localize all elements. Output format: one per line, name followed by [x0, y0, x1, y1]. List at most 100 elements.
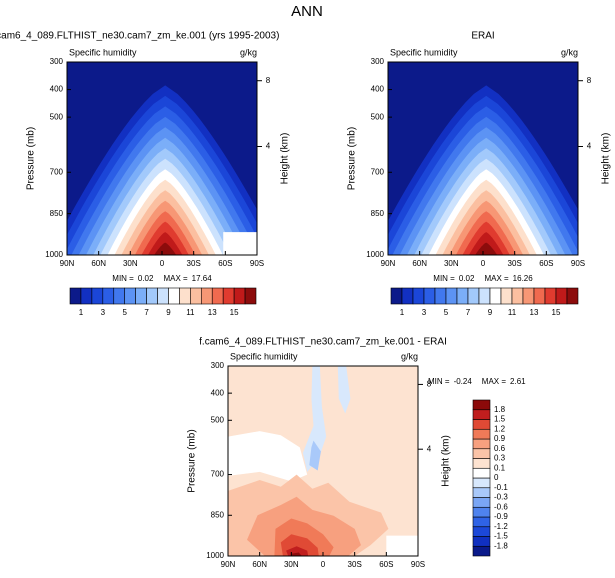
panel-units: g/kg — [561, 47, 578, 57]
colorbar-box — [401, 287, 414, 305]
colorbar-label: 1 — [79, 308, 84, 317]
y-tick-label: 300 — [371, 57, 385, 66]
contour-region — [154, 242, 177, 255]
y-tick-label: 700 — [50, 167, 64, 176]
min-max: MIN = 0.02 MAX = 17.64 — [112, 274, 212, 283]
x-tick-label: 90N — [221, 560, 236, 569]
contour-region — [475, 242, 498, 255]
colorbar-box — [200, 287, 213, 305]
colorbar-box — [244, 287, 257, 305]
panel-title: f.cam6_4_089.FLTHIST_ne30.cam7_zm_ke.001… — [199, 337, 447, 348]
colorbar-box — [434, 287, 447, 305]
colorbar-box — [135, 287, 147, 305]
colorbar-box — [390, 287, 403, 305]
colorbar-label: 7 — [144, 308, 149, 317]
contour-region — [291, 552, 302, 556]
min-label: MIN = — [433, 274, 455, 283]
x-tick-label: 90S — [250, 259, 264, 268]
y-tick-label: 400 — [50, 85, 64, 94]
colorbar-label: -0.6 — [494, 502, 508, 511]
missing-data — [223, 232, 257, 255]
y2-axis-label: Height (km) — [601, 133, 612, 185]
contour-region — [228, 431, 308, 482]
y-tick-label: 300 — [211, 361, 225, 370]
min-label: MIN = — [112, 274, 134, 283]
x-tick-label: 60S — [539, 259, 553, 268]
x-tick-label: 0 — [481, 259, 486, 268]
y-axis-label: Pressure (mb) — [187, 429, 198, 492]
colorbar-label: 13 — [530, 308, 539, 317]
x-tick-label: 60N — [252, 560, 267, 569]
colorbar-box — [472, 467, 491, 479]
x-tick-label: 0 — [160, 259, 165, 268]
x-tick-label: 60N — [91, 259, 106, 268]
colorbar-box — [555, 287, 568, 305]
colorbar-label: -0.9 — [494, 512, 508, 521]
y2-tick-label: 4 — [427, 444, 432, 453]
y2-axis-label: Height (km) — [441, 435, 452, 487]
colorbar-box — [472, 438, 491, 450]
colorbar-label: 3 — [101, 308, 106, 317]
colorbar-label: -1.8 — [494, 541, 508, 550]
y-tick-label: 500 — [371, 112, 385, 121]
y-tick-label: 1000 — [206, 551, 224, 560]
x-tick-label: 30S — [508, 259, 522, 268]
y-tick-label: 500 — [50, 112, 64, 121]
colorbar-box — [113, 287, 126, 305]
y-tick-label: 1000 — [366, 250, 384, 259]
y2-tick-label: 4 — [587, 142, 592, 151]
panel-units: g/kg — [401, 351, 418, 361]
colorbar-label: 1.5 — [494, 415, 506, 424]
x-tick-label: 60N — [412, 259, 427, 268]
colorbar-label: -0.1 — [494, 483, 508, 492]
colorbar-box — [445, 287, 458, 305]
colorbar-label: 9 — [488, 308, 493, 317]
max-value: 2.61 — [510, 377, 526, 386]
min-value: -0.24 — [454, 377, 473, 386]
colorbar-label: 1.2 — [494, 424, 506, 433]
colorbar-box — [472, 477, 491, 489]
colorbar-label: 7 — [466, 308, 471, 317]
min-value: 0.02 — [138, 274, 154, 283]
colorbar-box — [69, 287, 82, 305]
contour-field — [67, 62, 257, 255]
colorbar-box — [472, 497, 491, 508]
x-tick-label: 30S — [187, 259, 201, 268]
y-tick-label: 700 — [211, 470, 225, 479]
colorbar-box — [124, 287, 136, 305]
x-tick-label: 90S — [411, 560, 425, 569]
colorbar-box — [472, 399, 491, 411]
y-axis-label: Pressure (mb) — [26, 127, 37, 190]
colorbar-box — [472, 516, 491, 528]
colorbar-label: 0.9 — [494, 434, 506, 443]
y2-tick-label: 8 — [266, 76, 271, 85]
x-tick-label: 90S — [571, 259, 585, 268]
colorbar-box — [472, 506, 491, 518]
colorbar-box — [472, 545, 491, 557]
y-tick-label: 500 — [211, 415, 225, 424]
colorbar-label: 5 — [444, 308, 449, 317]
colorbar-label: 1.8 — [494, 405, 506, 414]
colorbar-box — [533, 287, 546, 305]
colorbar-label: 11 — [508, 308, 517, 317]
colorbar-box — [472, 458, 491, 469]
max-label: MAX = — [482, 377, 507, 386]
colorbar-box — [511, 287, 524, 305]
x-tick-label: 30S — [348, 560, 362, 569]
colorbar-label: 13 — [208, 308, 217, 317]
colorbar-box — [472, 536, 491, 547]
colorbar-label: 5 — [122, 308, 127, 317]
contour-field — [228, 366, 418, 556]
colorbar-box — [467, 287, 480, 305]
panel-title: ERAI — [471, 31, 494, 42]
y-tick-label: 700 — [371, 167, 385, 176]
x-tick-label: 30N — [284, 560, 299, 569]
x-tick-label: 30N — [444, 259, 459, 268]
max-label: MAX = — [163, 274, 188, 283]
min-max: MIN = 0.02 MAX = 16.26 — [433, 274, 533, 283]
colorbar-box — [102, 287, 115, 305]
colorbar-box — [190, 287, 202, 305]
y-tick-label: 300 — [50, 57, 64, 66]
colorbar-box — [544, 287, 557, 305]
